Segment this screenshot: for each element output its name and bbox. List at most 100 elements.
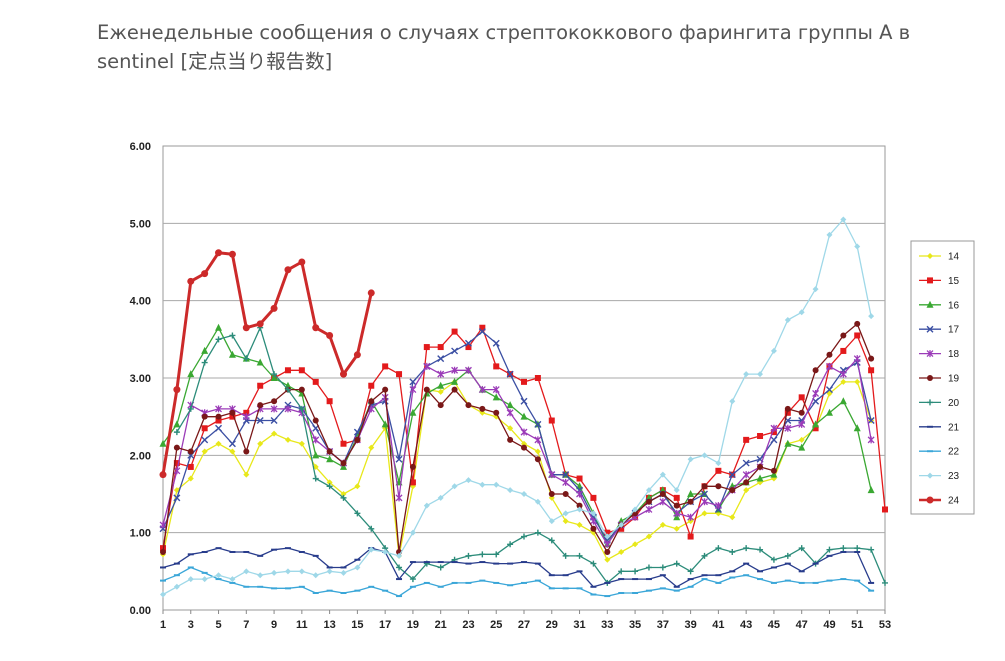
- data-point: [673, 525, 680, 532]
- data-point: [354, 483, 361, 490]
- data-point: [687, 568, 694, 575]
- data-point: [757, 546, 764, 553]
- data-point: [423, 362, 431, 370]
- data-point: [493, 551, 500, 558]
- data-point: [576, 552, 583, 559]
- data-point: [728, 471, 736, 479]
- x-tick-label: 53: [879, 619, 891, 631]
- series-line-23: [162, 218, 872, 596]
- data-point: [757, 371, 764, 378]
- data-point: [715, 545, 722, 552]
- y-tick-label: 4.00: [130, 296, 151, 308]
- data-point: [284, 266, 292, 274]
- data-point: [354, 564, 361, 571]
- data-point: [340, 494, 347, 501]
- data-point: [284, 568, 291, 575]
- data-point: [298, 405, 305, 412]
- data-point: [770, 429, 777, 436]
- data-point: [562, 491, 569, 497]
- x-tick-label: 1: [160, 619, 166, 631]
- data-point: [423, 386, 430, 393]
- legend-label-17: 17: [948, 325, 960, 336]
- x-tick-label: 11: [296, 619, 308, 631]
- series-line-19: [162, 323, 872, 553]
- data-point: [604, 556, 611, 563]
- data-point: [839, 397, 847, 405]
- data-point: [659, 498, 667, 506]
- data-point: [798, 420, 806, 428]
- data-point: [632, 506, 639, 513]
- x-tick-label: 5: [215, 619, 221, 631]
- data-point: [381, 420, 389, 428]
- data-point: [534, 448, 541, 455]
- data-point: [368, 398, 375, 405]
- data-point: [645, 533, 652, 540]
- data-point: [576, 521, 583, 528]
- data-point: [284, 405, 292, 413]
- y-axis-ticks: 0.00 1.00 2.00 3.00 4.00 5.00 6.00: [130, 141, 151, 617]
- data-point: [673, 509, 681, 517]
- data-point: [701, 498, 708, 506]
- data-point: [173, 494, 181, 502]
- data-point: [645, 487, 652, 494]
- data-point: [562, 552, 569, 559]
- x-tick-label: 13: [323, 619, 335, 631]
- data-point: [423, 502, 430, 509]
- y-tick-label: 6.00: [130, 141, 151, 153]
- data-point: [271, 569, 278, 576]
- data-point: [507, 425, 514, 432]
- x-tick-label: 41: [712, 619, 724, 631]
- legend-marker-18: [926, 350, 934, 358]
- data-point: [229, 576, 236, 583]
- data-point: [257, 402, 264, 409]
- x-tick-label: 15: [351, 619, 363, 631]
- data-point: [784, 317, 791, 323]
- y-tick-label: 1.00: [130, 528, 151, 540]
- data-point: [812, 367, 819, 374]
- data-point: [742, 471, 750, 479]
- data-point: [590, 525, 597, 532]
- data-point: [757, 433, 764, 439]
- y-tick-label: 0.00: [130, 605, 151, 617]
- data-point: [312, 451, 320, 459]
- data-point: [645, 498, 652, 505]
- data-point: [215, 413, 222, 420]
- data-point: [729, 487, 736, 494]
- data-point: [826, 351, 833, 358]
- data-point: [243, 471, 250, 478]
- data-point: [548, 491, 555, 497]
- x-tick-label: 47: [796, 619, 808, 631]
- legend-marker-14: [927, 253, 933, 259]
- data-point: [645, 505, 653, 513]
- data-point: [465, 344, 472, 351]
- x-tick-label: 51: [851, 619, 863, 631]
- data-point: [868, 355, 875, 362]
- data-point: [215, 405, 222, 413]
- data-point: [298, 568, 305, 575]
- data-point: [839, 370, 847, 378]
- x-tick-label: 35: [629, 619, 641, 631]
- data-point: [840, 378, 847, 385]
- data-point: [368, 382, 375, 389]
- data-point: [187, 405, 194, 412]
- y-tick-label: 2.00: [130, 450, 151, 462]
- data-point: [534, 498, 541, 505]
- data-point: [603, 540, 611, 548]
- data-point: [396, 371, 403, 378]
- data-point: [743, 487, 750, 494]
- data-point: [715, 460, 722, 467]
- data-point: [228, 250, 236, 258]
- data-point: [201, 448, 208, 455]
- data-point: [409, 408, 417, 416]
- data-point: [368, 525, 375, 532]
- data-point: [659, 491, 666, 497]
- data-point: [215, 417, 222, 424]
- data-point: [229, 409, 236, 416]
- data-point: [701, 490, 708, 498]
- legend-marker-20: [927, 399, 933, 406]
- data-point: [854, 545, 861, 552]
- data-point: [854, 378, 861, 385]
- data-point: [562, 510, 569, 517]
- data-point: [784, 439, 792, 447]
- x-tick-label: 9: [271, 619, 277, 631]
